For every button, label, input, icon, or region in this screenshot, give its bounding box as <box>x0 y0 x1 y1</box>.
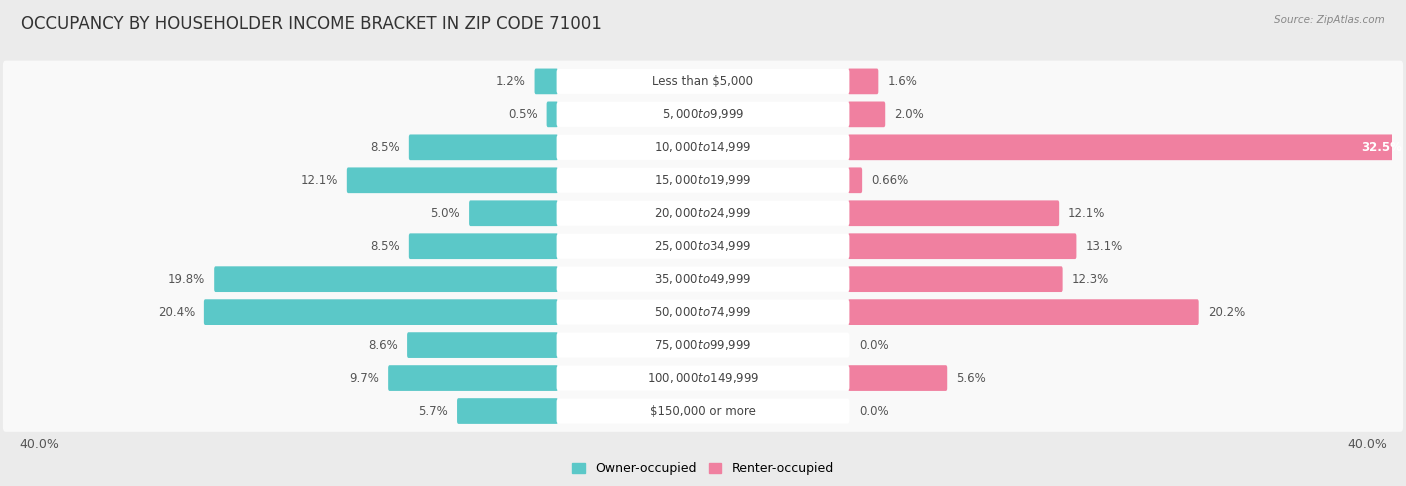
Text: 13.1%: 13.1% <box>1085 240 1122 253</box>
Text: 20.4%: 20.4% <box>157 306 195 319</box>
Text: $150,000 or more: $150,000 or more <box>650 404 756 417</box>
FancyBboxPatch shape <box>557 399 849 424</box>
Text: 2.0%: 2.0% <box>894 108 924 121</box>
FancyBboxPatch shape <box>848 266 1063 292</box>
Text: $50,000 to $74,999: $50,000 to $74,999 <box>654 305 752 319</box>
FancyBboxPatch shape <box>848 135 1406 160</box>
Text: $20,000 to $24,999: $20,000 to $24,999 <box>654 206 752 220</box>
Text: 20.2%: 20.2% <box>1208 306 1244 319</box>
FancyBboxPatch shape <box>557 168 849 193</box>
FancyBboxPatch shape <box>848 69 879 94</box>
Text: Less than $5,000: Less than $5,000 <box>652 75 754 88</box>
FancyBboxPatch shape <box>547 102 558 127</box>
FancyBboxPatch shape <box>3 390 1403 432</box>
Text: 40.0%: 40.0% <box>20 438 59 451</box>
FancyBboxPatch shape <box>3 159 1403 201</box>
FancyBboxPatch shape <box>3 259 1403 300</box>
Text: 0.0%: 0.0% <box>859 339 890 351</box>
FancyBboxPatch shape <box>3 192 1403 234</box>
Text: 12.1%: 12.1% <box>1069 207 1105 220</box>
Text: $100,000 to $149,999: $100,000 to $149,999 <box>647 371 759 385</box>
FancyBboxPatch shape <box>3 357 1403 399</box>
Text: 0.66%: 0.66% <box>872 174 908 187</box>
Text: 0.5%: 0.5% <box>508 108 537 121</box>
Text: 8.5%: 8.5% <box>370 240 399 253</box>
FancyBboxPatch shape <box>470 200 558 226</box>
Text: $25,000 to $34,999: $25,000 to $34,999 <box>654 239 752 253</box>
FancyBboxPatch shape <box>534 69 558 94</box>
Text: 19.8%: 19.8% <box>167 273 205 286</box>
Text: $35,000 to $49,999: $35,000 to $49,999 <box>654 272 752 286</box>
Text: $15,000 to $19,999: $15,000 to $19,999 <box>654 174 752 187</box>
FancyBboxPatch shape <box>848 365 948 391</box>
FancyBboxPatch shape <box>214 266 558 292</box>
Text: 9.7%: 9.7% <box>349 372 380 384</box>
FancyBboxPatch shape <box>557 102 849 127</box>
Text: 12.1%: 12.1% <box>301 174 337 187</box>
FancyBboxPatch shape <box>3 324 1403 366</box>
Text: 12.3%: 12.3% <box>1071 273 1109 286</box>
FancyBboxPatch shape <box>557 69 849 94</box>
FancyBboxPatch shape <box>848 168 862 193</box>
Text: 1.2%: 1.2% <box>496 75 526 88</box>
Text: 40.0%: 40.0% <box>1347 438 1386 451</box>
FancyBboxPatch shape <box>3 226 1403 267</box>
FancyBboxPatch shape <box>457 398 558 424</box>
FancyBboxPatch shape <box>3 292 1403 333</box>
FancyBboxPatch shape <box>848 233 1077 259</box>
Text: 8.6%: 8.6% <box>368 339 398 351</box>
Text: 5.7%: 5.7% <box>419 404 449 417</box>
Text: Source: ZipAtlas.com: Source: ZipAtlas.com <box>1274 15 1385 25</box>
FancyBboxPatch shape <box>557 267 849 292</box>
FancyBboxPatch shape <box>3 61 1403 102</box>
FancyBboxPatch shape <box>388 365 558 391</box>
Text: $10,000 to $14,999: $10,000 to $14,999 <box>654 140 752 155</box>
FancyBboxPatch shape <box>3 126 1403 168</box>
FancyBboxPatch shape <box>557 332 849 358</box>
Text: 5.6%: 5.6% <box>956 372 986 384</box>
Text: 32.5%: 32.5% <box>1361 141 1402 154</box>
Text: 1.6%: 1.6% <box>887 75 917 88</box>
FancyBboxPatch shape <box>408 332 558 358</box>
FancyBboxPatch shape <box>557 299 849 325</box>
FancyBboxPatch shape <box>3 94 1403 135</box>
FancyBboxPatch shape <box>409 135 558 160</box>
Text: $75,000 to $99,999: $75,000 to $99,999 <box>654 338 752 352</box>
Text: 8.5%: 8.5% <box>370 141 399 154</box>
FancyBboxPatch shape <box>557 234 849 259</box>
FancyBboxPatch shape <box>557 201 849 226</box>
FancyBboxPatch shape <box>409 233 558 259</box>
Legend: Owner-occupied, Renter-occupied: Owner-occupied, Renter-occupied <box>568 457 838 481</box>
Text: $5,000 to $9,999: $5,000 to $9,999 <box>662 107 744 122</box>
FancyBboxPatch shape <box>848 200 1059 226</box>
FancyBboxPatch shape <box>848 299 1199 325</box>
FancyBboxPatch shape <box>848 102 886 127</box>
Text: OCCUPANCY BY HOUSEHOLDER INCOME BRACKET IN ZIP CODE 71001: OCCUPANCY BY HOUSEHOLDER INCOME BRACKET … <box>21 15 602 33</box>
FancyBboxPatch shape <box>557 365 849 391</box>
FancyBboxPatch shape <box>347 168 558 193</box>
Text: 0.0%: 0.0% <box>859 404 890 417</box>
FancyBboxPatch shape <box>557 135 849 160</box>
FancyBboxPatch shape <box>204 299 558 325</box>
Text: 5.0%: 5.0% <box>430 207 460 220</box>
